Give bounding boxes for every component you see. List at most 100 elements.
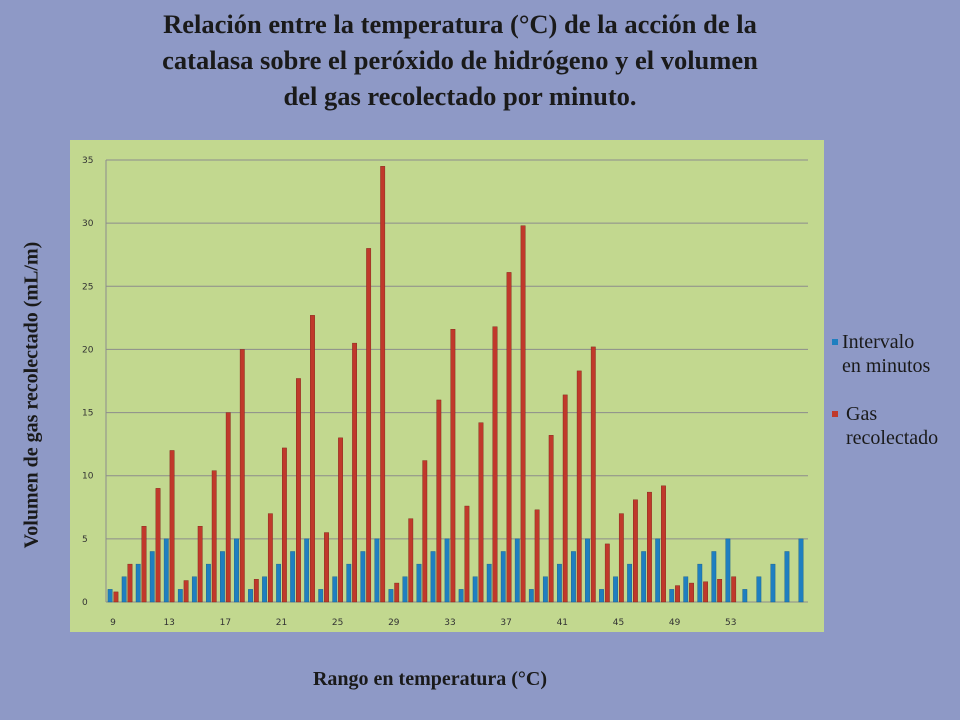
bar-gas [296,378,301,603]
bar-gas [492,326,498,603]
bar-intervalo [472,576,478,603]
bar-intervalo [784,551,790,603]
bar-intervalo [528,589,534,603]
bar-intervalo [121,576,127,603]
legend: Intervalo en minutos Gas recolectado [832,330,960,450]
y-tick-label: 30 [82,219,94,229]
bar-intervalo [542,576,548,603]
y-tick-label: 15 [82,409,93,419]
bar-intervalo [711,551,717,603]
bar-gas [478,422,484,603]
bar-gas [464,505,470,603]
bar-gas [169,450,175,603]
x-tick-label: 25 [332,618,343,628]
bar-intervalo [613,576,618,603]
bar-intervalo [641,551,647,603]
bar-gas [618,513,624,603]
bar-gas [267,513,273,603]
x-tick-label: 9 [110,618,116,628]
title-line-1: Relación entre la temperatura (°C) de la… [163,9,757,39]
y-axis-label: Volumen de gas recolectado (mL/m) [20,241,43,549]
bar-intervalo [205,563,211,603]
x-tick-label: 37 [500,618,511,628]
bar-gas [310,315,315,603]
bar-intervalo [177,589,183,603]
legend-label-intervalo-1: Intervalo [842,331,915,353]
bar-gas [352,342,357,603]
x-axis-label: Rango en temperatura (°C) [312,668,548,690]
bar-gas [408,518,414,603]
bar-intervalo [458,589,464,603]
bar-intervalo [683,576,689,603]
bar-intervalo [557,563,562,603]
bar-gas [703,581,709,603]
bar-gas [338,437,343,603]
bar-gas [576,370,582,603]
bar-gas [211,470,217,603]
bar-intervalo [149,551,155,603]
bar-gas [324,532,329,603]
bar-intervalo [262,576,267,603]
bar-gas [506,272,512,603]
legend-swatch-intervalo [832,339,838,345]
bar-chart: 0 5 10 15 20 25 30 35 9 13 17 21 25 29 33 37 41 45 49 53 [82,156,808,628]
x-tick-label: 41 [557,618,568,628]
bar-gas [731,576,737,603]
bar-intervalo [444,538,450,603]
bar-intervalo [627,563,633,603]
bar-gas [141,526,147,603]
x-tick-label: 17 [220,618,231,628]
bar-gas [366,248,372,603]
bar-intervalo [514,538,520,603]
bar-gas [548,435,554,603]
bar-intervalo [669,589,675,603]
bar-intervalo [402,576,408,603]
bar-intervalo [486,563,492,603]
y-tick-label: 0 [82,598,88,608]
legend-label-gas-2: recolectado [846,427,939,449]
y-tick-label: 10 [82,472,94,482]
bar-intervalo [234,538,239,603]
bar-gas [436,399,442,603]
bar-intervalo [697,563,703,603]
bar-gas [534,509,540,603]
legend-swatch-gas [832,411,838,417]
bar-intervalo [107,589,113,603]
bar-intervalo [388,589,394,603]
legend-label-gas-1: Gas [846,403,878,425]
bar-intervalo [304,538,310,603]
bar-intervalo [655,538,661,603]
bar-gas [661,485,666,603]
bar-gas [450,329,456,603]
bar-intervalo [798,538,804,603]
bar-intervalo [500,551,506,603]
chart-title: Relación entre la temperatura (°C) de la… [60,6,860,114]
y-tick-label: 20 [82,345,94,355]
x-tick-label: 29 [388,618,400,628]
bar-gas [520,225,526,603]
bar-gas [380,166,386,603]
bar-gas [675,585,680,603]
bar-intervalo [725,538,731,603]
x-tick-label: 13 [163,618,174,628]
bar-gas [562,394,568,603]
legend-item-gas: Gas recolectado [832,402,960,450]
bar-intervalo [290,551,296,603]
bar-gas [422,460,428,603]
x-tick-label: 53 [725,618,736,628]
bar-intervalo [163,538,169,603]
bar-gas [197,526,203,603]
y-tick-label: 35 [82,156,93,166]
bar-gas [717,579,723,603]
plot-area: 0 5 10 15 20 25 30 35 9 13 17 21 25 29 33 37 41 45 49 53 [70,140,824,632]
x-tick-label: 49 [669,618,681,628]
title-line-3: del gas recolectado por minuto. [283,81,637,111]
bar-intervalo [416,563,422,603]
bar-intervalo [346,563,352,603]
bar-intervalo [770,563,776,603]
legend-label-intervalo-2: en minutos [842,355,931,377]
bar-intervalo [220,551,225,603]
bar-intervalo [248,589,253,603]
bar-intervalo [332,576,338,603]
title-line-2: catalasa sobre el peróxido de hidrógeno … [162,45,758,75]
